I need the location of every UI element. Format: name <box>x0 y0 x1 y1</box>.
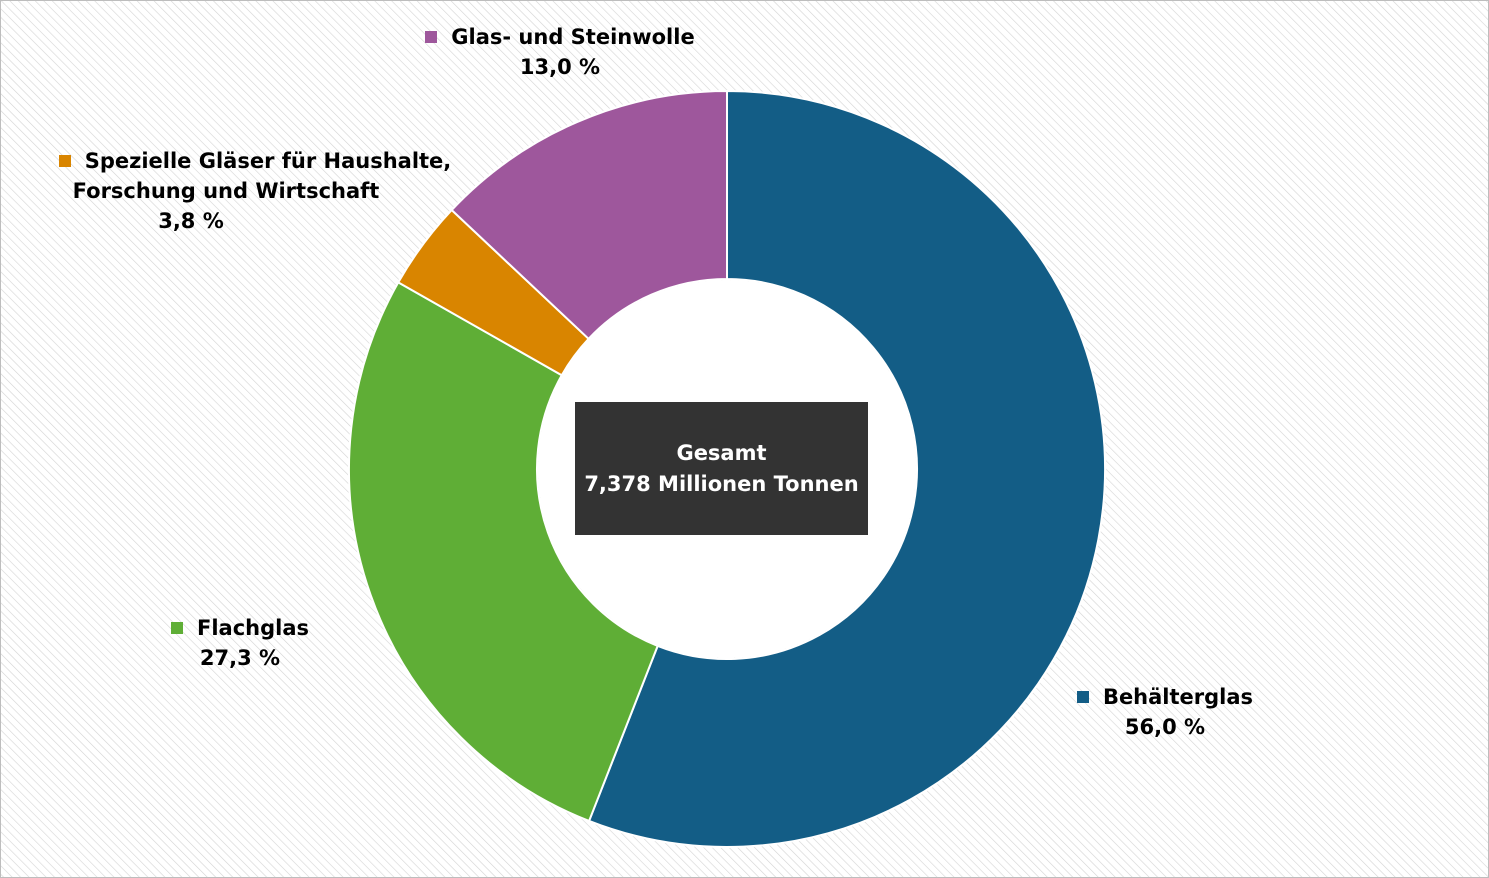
label-glas-steinwolle: Glas- und Steinwolle 13,0 % <box>400 22 720 82</box>
slice-flachglas <box>348 281 659 823</box>
label-name-glas-steinwolle: Glas- und Steinwolle <box>451 25 695 49</box>
legend-swatch-glas-steinwolle <box>425 31 438 43</box>
slice-glas-und-steinwolle <box>450 89 728 341</box>
center-label-title: Gesamt <box>676 440 767 465</box>
center-total-box: Gesamt 7,378 Millionen Tonnen <box>575 402 868 535</box>
label-value-glas-steinwolle: 13,0 % <box>519 55 601 79</box>
label-value-behaelterglas: 56,0 % <box>1124 715 1206 739</box>
legend-swatch-flachglas <box>170 622 183 634</box>
label-behaelterglas: Behälterglas 56,0 % <box>1070 682 1260 742</box>
center-label-total: 7,378 Millionen Tonnen <box>584 471 859 496</box>
label-value-flachglas: 27,3 % <box>199 646 281 670</box>
label-value-spezielle-glaeser: 3,8 % <box>158 209 224 233</box>
label-name-spezielle-glaeser-line1: Spezielle Gläser für Haushalte, <box>84 149 452 173</box>
legend-swatch-behaelterglas <box>1076 691 1089 703</box>
label-name-flachglas: Flachglas <box>196 616 309 640</box>
label-flachglas: Flachglas 27,3 % <box>160 613 320 673</box>
slice-behälterglas <box>587 89 1106 848</box>
legend-swatch-spezielle-glaeser <box>58 155 71 167</box>
label-name-behaelterglas: Behälterglas <box>1102 685 1254 709</box>
label-spezielle-glaeser: Spezielle Gläser für Haushalte, Forschun… <box>58 146 452 236</box>
label-name-spezielle-glaeser-line2: Forschung und Wirtschaft <box>72 179 380 203</box>
